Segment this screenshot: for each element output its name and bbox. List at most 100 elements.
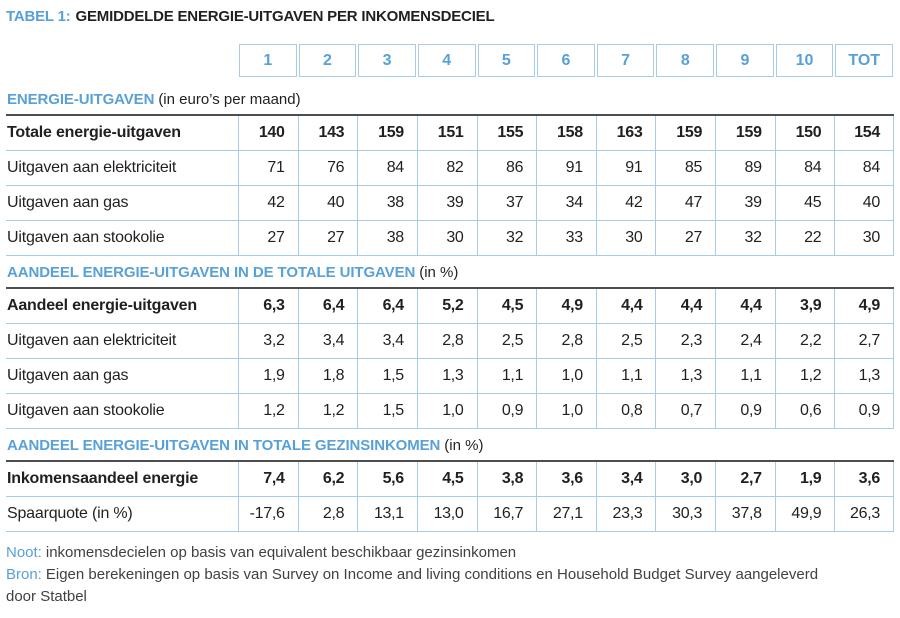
row-label: Totale energie-uitgaven: [6, 116, 238, 151]
column-header-cell: 3: [358, 44, 416, 77]
value-cell: 37: [476, 186, 537, 221]
value-cell: 4,9: [834, 289, 894, 324]
value-cell: 22: [774, 221, 835, 256]
value-cell: 6,4: [297, 289, 358, 324]
value-cell: 4,5: [416, 462, 477, 497]
noot-label: Noot:: [6, 544, 42, 561]
column-header-cell: 2: [298, 44, 357, 77]
footnote-noot: Noot: inkomensdecielen op basis van equiv…: [6, 542, 844, 564]
value-cell: 159: [715, 116, 775, 151]
table-title-text: GEMIDDELDE ENERGIE-UITGAVEN PER INKOMENS…: [75, 8, 495, 25]
value-cell: 47: [655, 186, 716, 221]
value-cell: 1,0: [536, 394, 596, 429]
value-cell: 1,0: [536, 359, 596, 394]
bron-text: Eigen berekeningen op basis van Survey o…: [6, 566, 819, 605]
value-cell: 2,8: [416, 324, 477, 359]
value-cell: 154: [834, 116, 894, 151]
value-cell: 27: [655, 221, 716, 256]
value-cell: 2,3: [655, 324, 716, 359]
value-cell: 38: [357, 186, 417, 221]
value-cell: 30: [834, 221, 894, 256]
decile-table: 1 2 3 4 5 6 7 8 9 10 TOT ENERGIE-UITGAVEN (in euro’s…: [6, 44, 894, 532]
value-cell: 34: [536, 186, 596, 221]
value-cell: 3,6: [834, 462, 894, 497]
value-cell: 1,2: [297, 394, 358, 429]
value-cell: 1,9: [238, 359, 298, 394]
value-cell: 159: [357, 116, 417, 151]
value-cell: 71: [238, 151, 298, 186]
column-header-cell: TOT: [835, 44, 893, 77]
value-cell: 27,1: [536, 497, 596, 532]
value-cell: 0,8: [595, 394, 656, 429]
column-header-cell: 6: [537, 44, 595, 77]
value-cell: 1,1: [476, 359, 537, 394]
value-cell: 1,0: [416, 394, 477, 429]
value-cell: 1,8: [297, 359, 358, 394]
value-cell: 6,2: [297, 462, 358, 497]
value-cell: 85: [655, 151, 716, 186]
value-cell: 39: [715, 186, 775, 221]
value-cell: 30: [595, 221, 656, 256]
value-cell: 3,6: [536, 462, 596, 497]
value-cell: 2,7: [834, 324, 894, 359]
table-corner-spacer: [6, 44, 238, 77]
value-cell: 4,9: [536, 289, 596, 324]
value-cell: 2,4: [715, 324, 775, 359]
value-cell: 5,2: [416, 289, 477, 324]
value-cell: 84: [774, 151, 835, 186]
value-cell: 1,2: [774, 359, 835, 394]
row-label: Uitgaven aan elektriciteit: [6, 151, 238, 186]
section-heading-unit: (in %): [444, 437, 484, 454]
section-heading: AANDEEL ENERGIE-UITGAVEN IN TOTALE GEZIN…: [6, 429, 894, 462]
value-cell: 40: [297, 186, 358, 221]
value-cell: 1,3: [834, 359, 894, 394]
value-cell: 140: [238, 116, 298, 151]
value-cell: 3,9: [774, 289, 835, 324]
value-cell: 6,3: [238, 289, 298, 324]
value-cell: 27: [297, 221, 358, 256]
value-cell: 2,8: [536, 324, 596, 359]
value-cell: 158: [536, 116, 596, 151]
value-cell: 26,3: [834, 497, 894, 532]
section-heading-unit: (in euro’s per maand): [158, 91, 301, 108]
value-cell: 84: [357, 151, 417, 186]
value-cell: 76: [297, 151, 358, 186]
value-cell: 1,5: [357, 394, 417, 429]
value-cell: 1,3: [416, 359, 477, 394]
value-cell: 3,4: [595, 462, 656, 497]
value-cell: 91: [595, 151, 656, 186]
column-header-cell: 8: [656, 44, 715, 77]
value-cell: 16,7: [476, 497, 537, 532]
value-cell: 1,3: [655, 359, 716, 394]
section-heading: ENERGIE-UITGAVEN (in euro’s per maand): [6, 83, 894, 116]
value-cell: 1,2: [238, 394, 298, 429]
value-cell: 0,6: [774, 394, 835, 429]
section-heading: AANDEEL ENERGIE-UITGAVEN IN DE TOTALE UI…: [6, 256, 894, 289]
column-header-cell: 1: [239, 44, 297, 77]
column-header-cell: 7: [596, 44, 655, 77]
value-cell: 151: [416, 116, 477, 151]
value-cell: 89: [715, 151, 775, 186]
value-cell: 3,4: [357, 324, 417, 359]
table-footnotes: Noot: inkomensdecielen op basis van equiv…: [6, 542, 894, 608]
section-heading-unit: (in %): [419, 264, 459, 281]
value-cell: 4,4: [655, 289, 716, 324]
value-cell: 49,9: [774, 497, 835, 532]
column-header-cell: 10: [775, 44, 834, 77]
value-cell: 38: [357, 221, 417, 256]
value-cell: 82: [416, 151, 477, 186]
value-cell: 3,2: [238, 324, 298, 359]
value-cell: 2,7: [715, 462, 775, 497]
value-cell: 4,4: [595, 289, 656, 324]
value-cell: -17,6: [238, 497, 298, 532]
value-cell: 2,2: [774, 324, 835, 359]
page-title: TABEL 1: GEMIDDELDE ENERGIE-UITGAVEN PER …: [6, 8, 894, 25]
value-cell: 4,5: [476, 289, 537, 324]
value-cell: 1,9: [774, 462, 835, 497]
value-cell: 33: [536, 221, 596, 256]
section-heading-title: AANDEEL ENERGIE-UITGAVEN IN DE TOTALE UI…: [7, 264, 416, 281]
column-header-cell: 4: [417, 44, 476, 77]
value-cell: 27: [238, 221, 298, 256]
value-cell: 32: [715, 221, 775, 256]
